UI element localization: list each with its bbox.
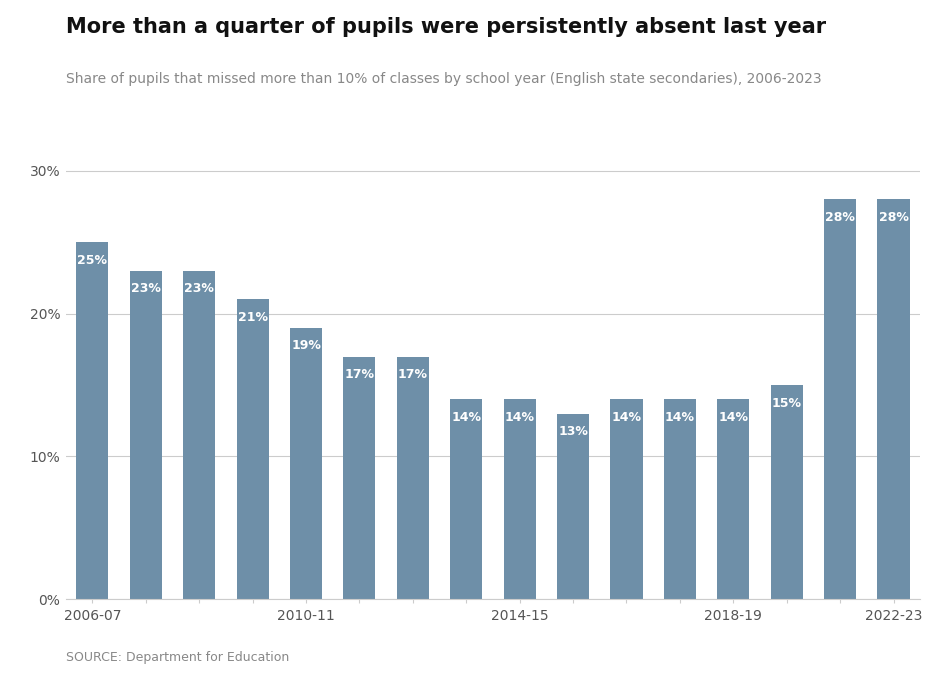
Text: Share of pupils that missed more than 10% of classes by school year (English sta: Share of pupils that missed more than 10… <box>66 72 822 86</box>
Text: 14%: 14% <box>718 411 748 424</box>
Bar <box>824 200 856 599</box>
Bar <box>557 413 589 599</box>
Text: 28%: 28% <box>879 211 908 224</box>
Text: 14%: 14% <box>665 411 695 424</box>
Text: 14%: 14% <box>504 411 534 424</box>
Text: 17%: 17% <box>398 368 428 381</box>
Text: 25%: 25% <box>77 254 107 267</box>
Text: More than a quarter of pupils were persistently absent last year: More than a quarter of pupils were persi… <box>66 17 826 37</box>
Bar <box>183 271 215 599</box>
Bar <box>76 242 109 599</box>
Text: 14%: 14% <box>611 411 641 424</box>
Text: 13%: 13% <box>558 425 588 438</box>
Bar <box>130 271 162 599</box>
Bar <box>664 399 696 599</box>
Text: SOURCE: Department for Education: SOURCE: Department for Education <box>66 651 289 664</box>
Bar <box>451 399 483 599</box>
Text: 23%: 23% <box>131 283 161 296</box>
Bar <box>771 385 803 599</box>
Text: 14%: 14% <box>452 411 482 424</box>
Bar <box>610 399 642 599</box>
Bar <box>717 399 749 599</box>
Text: 15%: 15% <box>772 396 802 409</box>
Text: 17%: 17% <box>345 368 375 381</box>
Bar <box>237 300 269 599</box>
Text: 21%: 21% <box>238 311 268 324</box>
Bar <box>878 200 910 599</box>
Text: 23%: 23% <box>184 283 214 296</box>
Bar <box>290 328 322 599</box>
Bar <box>503 399 536 599</box>
Bar <box>344 357 376 599</box>
Bar <box>397 357 429 599</box>
Text: 19%: 19% <box>291 339 321 352</box>
Text: 28%: 28% <box>825 211 855 224</box>
